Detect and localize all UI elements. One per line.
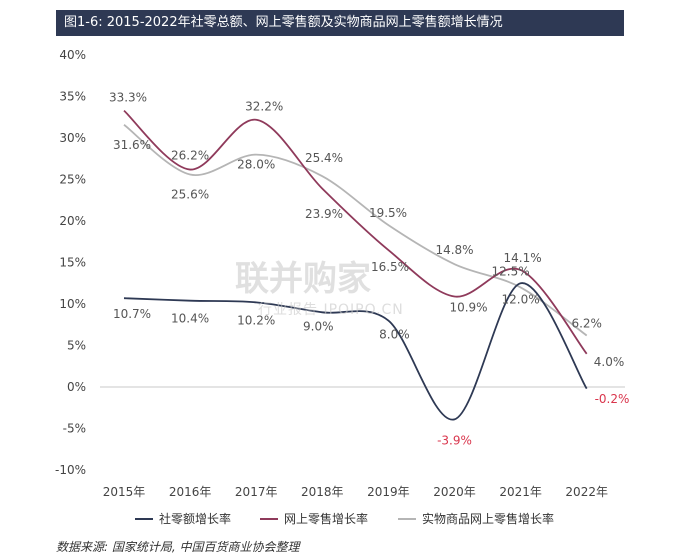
data-label: 14.8% [435, 243, 473, 257]
data-label: 9.0% [303, 319, 334, 333]
y-tick-label: 30% [59, 131, 86, 145]
x-tick-label: 2016年 [169, 485, 212, 499]
data-label: 8.0% [379, 328, 410, 342]
legend-label: 网上零售增长率 [284, 511, 368, 526]
x-tick-label: 2022年 [565, 485, 608, 499]
y-tick-label: 0% [67, 380, 86, 394]
y-tick-label: -5% [63, 422, 86, 436]
data-labels: 10.7% 10.4% 10.2% 9.0% 8.0% -3.9% 12.5% -0.2% 33… [109, 91, 629, 448]
data-label: 23.9% [305, 207, 343, 221]
x-tick-label: 2021年 [499, 485, 542, 499]
data-label: -3.9% [437, 433, 472, 447]
series-line-2 [123, 124, 588, 337]
data-label: 10.2% [237, 313, 275, 327]
data-label: 25.4% [305, 151, 343, 165]
x-axis-ticks: 2015年 2016年 2017年 2018年 2019年 2020年 2021年 2022年 [103, 485, 608, 499]
series-lines [123, 109, 588, 421]
data-label: 26.2% [171, 149, 209, 163]
x-tick-label: 2020年 [433, 485, 476, 499]
x-tick-label: 2019年 [367, 485, 410, 499]
data-label: 33.3% [109, 91, 147, 105]
data-label: 14.1% [504, 251, 542, 265]
legend-label: 实物商品网上零售增长率 [422, 511, 554, 526]
data-label: 19.5% [369, 206, 407, 220]
y-tick-label: 20% [59, 214, 86, 228]
x-tick-label: 2018年 [301, 485, 344, 499]
y-tick-label: 25% [59, 173, 86, 187]
y-tick-label: 10% [59, 297, 86, 311]
y-tick-label: 5% [67, 339, 86, 353]
data-label: 16.5% [371, 260, 409, 274]
data-label: 10.4% [171, 312, 209, 326]
data-label: 25.6% [171, 188, 209, 202]
x-tick-label: 2017年 [235, 485, 278, 499]
watermark: 联并购家 行业报告 IPOIPO.CN [235, 259, 404, 318]
data-label: 10.7% [113, 307, 151, 321]
data-label: 31.6% [113, 138, 151, 152]
data-label: 4.0% [594, 355, 625, 369]
data-label: 12.5% [492, 264, 530, 278]
data-label: 10.9% [449, 301, 487, 315]
data-label: 32.2% [245, 100, 283, 114]
data-label: 6.2% [571, 317, 602, 331]
y-tick-label: -10% [55, 463, 86, 477]
watermark-main: 联并购家 [235, 259, 371, 299]
data-label: 12.0% [502, 292, 540, 306]
y-axis-ticks: -10% -5% 0% 5% 10% 15% 20% 25% 30% 35% 40% [55, 48, 86, 477]
y-tick-label: 35% [59, 90, 86, 104]
data-label: 28.0% [237, 158, 275, 172]
source-note: 数据来源: 国家统计局, 中国百货商业协会整理 [56, 540, 300, 554]
legend-label: 社零额增长率 [159, 511, 231, 526]
series-line-0 [123, 282, 588, 421]
legend: 社零额增长率 网上零售增长率 实物商品网上零售增长率 [135, 511, 554, 526]
watermark-sub: 行业报告 IPOIPO.CN [258, 302, 404, 318]
chart-title: 图1-6: 2015-2022年社零总额、网上零售额及实物商品网上零售额增长情况 [56, 10, 624, 36]
data-label: -0.2% [595, 392, 630, 406]
series-line-1 [123, 109, 588, 355]
y-tick-label: 40% [59, 48, 86, 62]
x-tick-label: 2015年 [103, 485, 146, 499]
y-tick-label: 15% [59, 256, 86, 270]
